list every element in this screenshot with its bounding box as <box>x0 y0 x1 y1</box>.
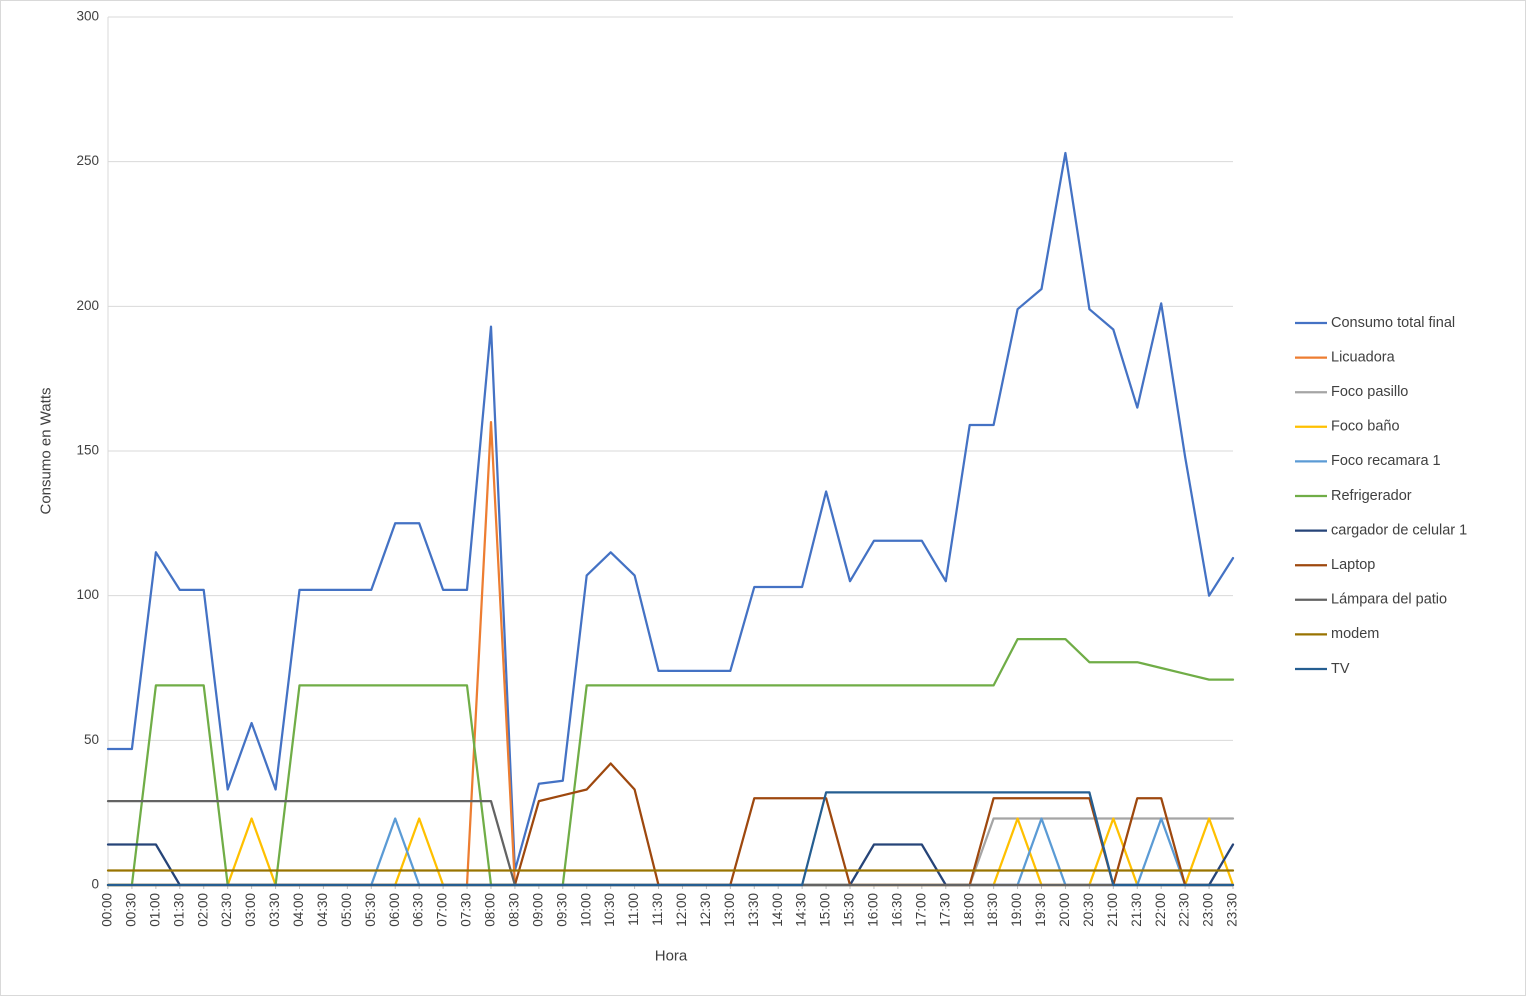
series-line-consumo-total-final <box>106 151 1235 872</box>
x-tick-label: 03:30 <box>267 893 282 927</box>
legend-item-refrigerador: Refrigerador <box>1295 488 1412 504</box>
legend-label: Consumo total final <box>1331 315 1455 331</box>
x-tick-label: 14:30 <box>794 893 809 927</box>
x-tick-label: 13:30 <box>746 893 761 927</box>
x-tick-label: 16:30 <box>889 893 904 927</box>
x-tick-label: 05:00 <box>339 893 354 927</box>
legend-item-foco-pasillo: Foco pasillo <box>1295 384 1408 400</box>
x-tick-label: 14:00 <box>770 893 785 927</box>
legend-item-licuadora: Licuadora <box>1295 349 1396 365</box>
x-tick-label: 11:00 <box>626 893 641 926</box>
x-tick-label: 16:00 <box>866 893 881 927</box>
legend-item-laptop: Laptop <box>1295 557 1375 573</box>
y-tick-label: 50 <box>84 732 99 747</box>
x-tick-label: 19:00 <box>1009 893 1024 927</box>
legend-label: Lámpara del patio <box>1331 592 1447 608</box>
y-tick-label: 250 <box>76 153 99 168</box>
y-tick-label: 0 <box>91 877 99 892</box>
x-tick-label: 18:00 <box>961 893 976 927</box>
x-axis-title: Hora <box>654 947 688 965</box>
series-line-licuadora <box>106 420 1235 887</box>
legend-item-tv: TV <box>1295 661 1350 677</box>
x-tick-label: 21:30 <box>1129 893 1144 927</box>
x-tick-label: 06:00 <box>387 893 402 927</box>
x-tick-label: 18:30 <box>985 893 1000 927</box>
x-tick-label: 08:30 <box>506 893 521 927</box>
x-tick-label: 20:30 <box>1081 893 1096 927</box>
legend-label: Refrigerador <box>1331 488 1412 504</box>
x-tick-label: 23:00 <box>1201 893 1216 927</box>
legend: Consumo total final Licuadora Foco pasillo… <box>1295 315 1467 677</box>
x-tick-label: 00:00 <box>100 893 115 927</box>
legend-item-lampara-del-patio: Lámpara del patio <box>1295 592 1447 608</box>
x-tick-label: 04:00 <box>291 893 306 927</box>
x-tick-label: 15:30 <box>842 893 857 927</box>
x-tick-label: 00:30 <box>123 893 138 927</box>
legend-label: TV <box>1331 661 1350 677</box>
y-tick-label: 150 <box>76 443 99 458</box>
legend-label: Foco baño <box>1331 419 1400 435</box>
x-tick-label: 01:00 <box>147 893 162 927</box>
x-tick-label: 19:30 <box>1033 893 1048 927</box>
x-tick-label: 07:00 <box>435 893 450 927</box>
x-tick-label: 01:30 <box>171 893 186 927</box>
x-tick-label: 15:00 <box>818 893 833 927</box>
x-tick-labels: 00:00 00:30 01:00 01:30 02:00 02:30 03:00 03:30… <box>100 893 1240 927</box>
x-tick-label: 17:00 <box>913 893 928 927</box>
axes <box>107 17 1234 889</box>
y-tick-label: 100 <box>76 587 99 602</box>
x-tick-label: 02:00 <box>195 893 210 927</box>
x-tick-label: 12:00 <box>674 893 689 927</box>
x-tick-label: 12:30 <box>698 893 713 927</box>
legend-item-consumo-total-final: Consumo total final <box>1295 315 1455 331</box>
series <box>106 151 1235 887</box>
x-tick-label: 13:00 <box>722 893 737 927</box>
x-tick-label: 08:00 <box>483 893 498 927</box>
legend-label: Foco pasillo <box>1331 384 1408 400</box>
legend-item-foco-bano: Foco baño <box>1295 419 1400 435</box>
x-tick-label: 20:00 <box>1057 893 1072 927</box>
y-tick-label: 300 <box>76 9 99 24</box>
x-tick-label: 05:30 <box>363 893 378 927</box>
y-axis-title: Consumo en Watts <box>37 387 55 515</box>
x-tick-label: 04:30 <box>315 893 330 927</box>
x-tick-label: 23:30 <box>1225 893 1240 927</box>
legend-label: Licuadora <box>1331 349 1396 365</box>
y-tick-label: 200 <box>76 298 99 313</box>
x-tick-label: 06:30 <box>411 893 426 927</box>
legend-label: modem <box>1331 626 1379 642</box>
x-tick-label: 22:30 <box>1177 893 1192 927</box>
x-tick-label: 03:00 <box>243 893 258 927</box>
x-tick-label: 10:30 <box>602 893 617 927</box>
legend-item-cargador-de-celular-1: cargador de celular 1 <box>1295 522 1467 538</box>
x-tick-label: 10:00 <box>578 893 593 927</box>
legend-label: cargador de celular 1 <box>1331 522 1467 538</box>
x-tick-label: 07:30 <box>459 893 474 927</box>
legend-label: Laptop <box>1331 557 1375 573</box>
x-tick-label: 17:30 <box>937 893 952 927</box>
x-tick-label: 02:30 <box>219 893 234 927</box>
series-line-refrigerador <box>106 637 1235 887</box>
y-tick-labels: 0 50 100 150 200 250 300 <box>76 9 99 892</box>
x-tick-label: 09:30 <box>554 893 569 927</box>
x-tick-label: 22:00 <box>1153 893 1168 927</box>
legend-label: Foco recamara 1 <box>1331 453 1441 469</box>
series-line-tv <box>106 791 1235 887</box>
x-tick-label: 11:30 <box>650 893 665 926</box>
gridlines <box>108 16 1233 741</box>
x-tick-label: 21:00 <box>1105 893 1120 927</box>
legend-item-modem: modem <box>1295 626 1379 642</box>
x-tick-label: 09:00 <box>530 893 545 927</box>
legend-item-foco-recamara-1: Foco recamara 1 <box>1295 453 1441 469</box>
